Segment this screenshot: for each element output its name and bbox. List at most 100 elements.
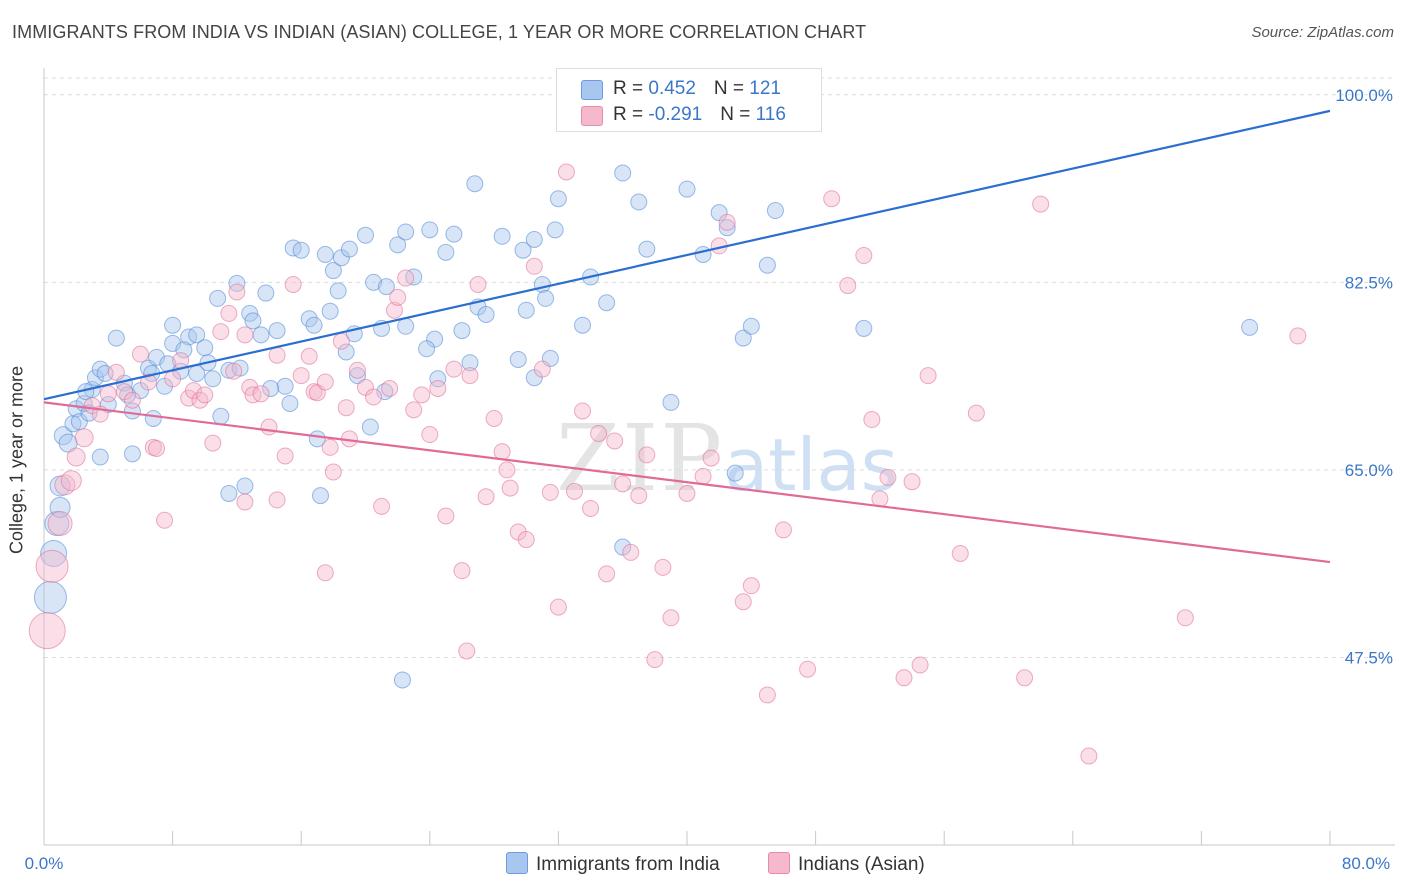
indian-asian-point <box>389 288 407 306</box>
india-point <box>758 256 776 274</box>
indian-asian-point <box>678 484 696 502</box>
indian-asian-point <box>212 323 230 341</box>
indian-asian-point <box>373 497 391 515</box>
indian-asian-point <box>54 474 76 496</box>
india-point <box>107 329 125 347</box>
indian-asian-point <box>895 669 913 687</box>
indian-asian-point <box>300 347 318 365</box>
india-point <box>337 343 355 361</box>
india-point <box>509 351 527 369</box>
india-point <box>376 383 394 401</box>
india-point <box>144 409 162 427</box>
indian-asian-point <box>694 467 712 485</box>
india-point <box>262 379 280 397</box>
india-point <box>188 326 206 344</box>
india-point <box>393 671 411 689</box>
indian-asian-point <box>60 470 82 492</box>
india-point <box>549 190 567 208</box>
source-label: Source: ZipAtlas.com <box>1251 24 1394 41</box>
indian-asian-point <box>1016 669 1034 687</box>
india-point <box>533 275 551 293</box>
indian-asian-point <box>606 432 624 450</box>
indian-asian-point <box>164 370 182 388</box>
india-point <box>321 302 339 320</box>
indian-asian-point <box>148 439 166 457</box>
indian-asian-point <box>204 434 222 452</box>
india-point <box>525 230 543 248</box>
india-point <box>614 164 632 182</box>
india-point <box>276 377 294 395</box>
indian-asian-point <box>421 426 439 444</box>
indian-asian-point <box>196 386 214 404</box>
indian-asian-point <box>268 346 286 364</box>
indian-asian-point <box>718 213 736 231</box>
indian-asian-point <box>1176 609 1194 627</box>
chart-title: IMMIGRANTS FROM INDIA VS INDIAN (ASIAN) … <box>12 22 867 42</box>
india-point <box>40 539 68 567</box>
india-point <box>365 273 383 291</box>
indian-asian-point <box>517 531 535 549</box>
n-label: N = <box>720 104 756 125</box>
indian-asian-point <box>565 482 583 500</box>
n-label: N = <box>713 78 750 99</box>
indian-asian-point <box>348 361 366 379</box>
indian-asian-point <box>66 447 86 467</box>
indian-asian-point <box>501 479 519 497</box>
india-point <box>33 580 67 614</box>
indian-asian-point <box>582 499 600 517</box>
indian-asian-point <box>236 326 254 344</box>
indian-asian-point <box>742 577 760 595</box>
india-point <box>453 322 471 340</box>
indian-asian-point <box>702 449 720 467</box>
india-point <box>662 393 680 411</box>
indian-asian-point <box>321 438 339 456</box>
india-point <box>537 289 555 307</box>
indian-asian-point <box>429 379 447 397</box>
india-point <box>630 193 648 211</box>
india-point <box>175 341 193 359</box>
indian-asian-point <box>662 609 680 627</box>
indian-asian-point <box>381 379 399 397</box>
n-value: 121 <box>749 78 781 99</box>
indian-asian-point <box>74 428 94 448</box>
x-tick-label: 0.0% <box>25 854 64 873</box>
indian-asian-point <box>413 386 431 404</box>
indian-asian-point <box>541 483 559 501</box>
indian-asian-point <box>260 418 278 436</box>
india-point <box>429 370 447 388</box>
indian-asian-point <box>630 487 648 505</box>
india-trend-line <box>43 109 1331 401</box>
indian-asian-point <box>228 283 246 301</box>
indian-asian-point <box>493 443 511 461</box>
india-point <box>252 326 270 344</box>
indian-asian-point <box>458 642 476 660</box>
india-point <box>119 386 137 404</box>
indian-asian-point <box>557 163 575 181</box>
india-point <box>766 202 784 220</box>
indian-asian-point <box>469 275 487 293</box>
india-point <box>397 223 415 241</box>
india-point <box>209 289 227 307</box>
y-tick-label: 65.0% <box>1345 461 1393 480</box>
indian-asian-point <box>337 399 355 417</box>
india-point <box>598 294 616 312</box>
indian-asian-point <box>477 488 495 506</box>
india-point <box>281 394 299 412</box>
legend-swatch <box>506 852 528 874</box>
y-axis-label: College, 1 year or more <box>6 365 27 555</box>
indian-asian-point <box>855 247 873 265</box>
india-point <box>638 240 656 258</box>
india-point <box>389 236 407 254</box>
indian-asian-point <box>252 385 270 403</box>
indian-asian-point <box>35 549 69 583</box>
india-point <box>694 245 712 263</box>
indian-asian-point <box>268 491 286 509</box>
india-point <box>305 316 323 334</box>
indian-asian-point <box>139 373 157 391</box>
india-point <box>324 262 342 280</box>
indian-asian-point <box>485 409 503 427</box>
indian-asian-point <box>437 507 455 525</box>
india-point <box>268 322 286 340</box>
r-value: -0.291 <box>648 104 703 125</box>
